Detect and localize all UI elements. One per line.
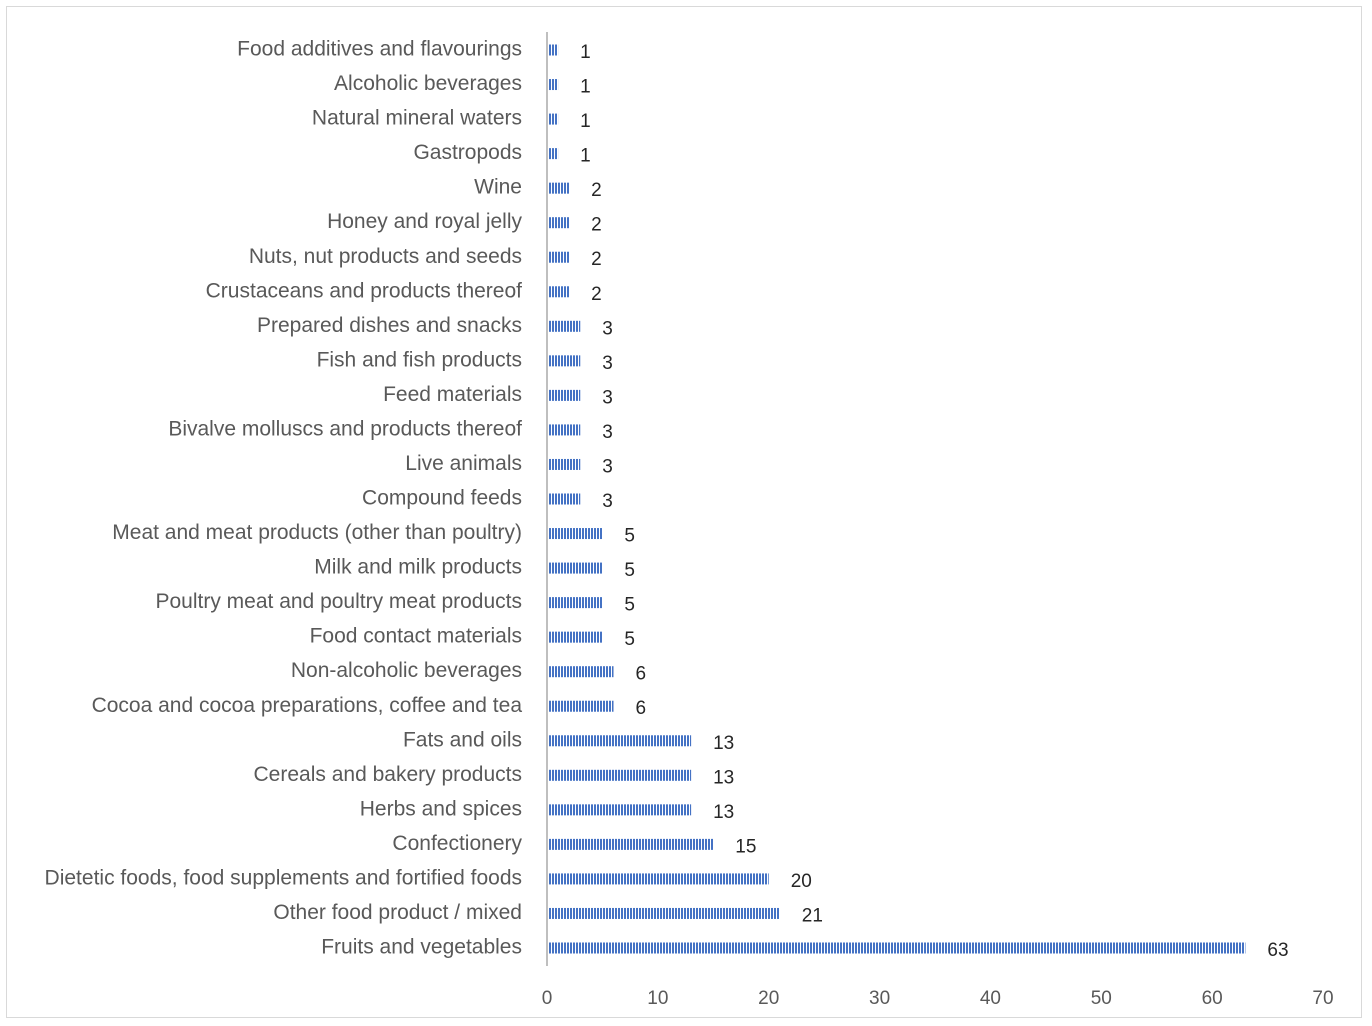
data-label: 15 bbox=[735, 836, 756, 857]
category-label: Bivalve molluscs and products thereof bbox=[168, 417, 522, 440]
data-label: 2 bbox=[591, 180, 602, 201]
category-label: Compound feeds bbox=[362, 487, 522, 510]
data-label: 3 bbox=[602, 387, 613, 408]
category-label: Alcoholic beverages bbox=[334, 72, 522, 95]
category-label: Nuts, nut products and seeds bbox=[249, 245, 522, 268]
category-label: Cereals and bakery products bbox=[254, 763, 522, 786]
data-label: 21 bbox=[802, 905, 823, 926]
bar bbox=[548, 286, 570, 298]
bar bbox=[548, 700, 614, 712]
data-label: 3 bbox=[602, 456, 613, 477]
bar bbox=[548, 182, 570, 194]
data-label: 3 bbox=[602, 353, 613, 374]
category-label: Crustaceans and products thereof bbox=[206, 279, 523, 302]
category-label: Dietetic foods, food supplements and for… bbox=[45, 866, 522, 889]
category-label: Other food product / mixed bbox=[273, 901, 522, 924]
data-label: 13 bbox=[713, 733, 734, 754]
data-label: 2 bbox=[591, 249, 602, 270]
category-label: Poultry meat and poultry meat products bbox=[155, 590, 522, 613]
data-label: 6 bbox=[636, 698, 647, 719]
category-label: Honey and royal jelly bbox=[327, 210, 522, 233]
data-label: 13 bbox=[713, 802, 734, 823]
category-label: Herbs and spices bbox=[360, 797, 522, 820]
category-label: Live animals bbox=[405, 452, 522, 475]
bar bbox=[548, 838, 714, 850]
data-label: 6 bbox=[636, 664, 647, 685]
x-tick-label: 20 bbox=[758, 988, 779, 1009]
bar bbox=[548, 666, 614, 678]
bar bbox=[548, 493, 581, 505]
category-label: Fruits and vegetables bbox=[321, 936, 522, 959]
category-label: Prepared dishes and snacks bbox=[257, 314, 522, 337]
data-label: 5 bbox=[624, 560, 635, 581]
x-tick-label: 50 bbox=[1091, 988, 1112, 1009]
category-label: Meat and meat products (other than poult… bbox=[112, 521, 522, 544]
bar bbox=[548, 355, 581, 367]
x-tick-label: 60 bbox=[1202, 988, 1223, 1009]
category-label: Fish and fish products bbox=[317, 348, 522, 371]
category-label: Milk and milk products bbox=[314, 556, 522, 579]
category-label: Cocoa and cocoa preparations, coffee and… bbox=[92, 694, 523, 717]
bar bbox=[548, 424, 581, 436]
category-label: Wine bbox=[474, 176, 522, 199]
category-label: Food contact materials bbox=[310, 625, 522, 648]
category-label: Natural mineral waters bbox=[312, 107, 522, 130]
bar bbox=[548, 907, 780, 919]
data-label: 63 bbox=[1267, 940, 1288, 961]
bar bbox=[548, 528, 603, 540]
bar bbox=[548, 217, 570, 229]
bar bbox=[548, 597, 603, 609]
bar bbox=[548, 562, 603, 574]
data-label: 1 bbox=[580, 111, 591, 132]
x-tick-label: 10 bbox=[647, 988, 668, 1009]
x-tick-label: 0 bbox=[542, 988, 553, 1009]
category-label: Non-alcoholic beverages bbox=[291, 659, 522, 682]
data-label: 20 bbox=[791, 871, 812, 892]
bar bbox=[548, 769, 692, 781]
bar bbox=[548, 113, 559, 125]
data-label: 5 bbox=[624, 526, 635, 547]
category-label: Food additives and flavourings bbox=[237, 38, 522, 61]
bar bbox=[548, 735, 692, 747]
bar bbox=[548, 389, 581, 401]
data-label: 5 bbox=[624, 595, 635, 616]
category-label: Gastropods bbox=[413, 141, 522, 164]
data-label: 1 bbox=[580, 77, 591, 98]
bar bbox=[548, 79, 559, 91]
bar bbox=[548, 804, 692, 816]
bar bbox=[548, 148, 559, 160]
bar bbox=[548, 942, 1246, 954]
bar bbox=[548, 458, 581, 470]
category-label: Confectionery bbox=[392, 832, 522, 855]
x-tick-label: 70 bbox=[1312, 988, 1333, 1009]
bar bbox=[548, 251, 570, 263]
x-tick-label: 30 bbox=[869, 988, 890, 1009]
bar bbox=[548, 631, 603, 643]
data-label: 3 bbox=[602, 318, 613, 339]
data-label: 3 bbox=[602, 491, 613, 512]
data-label: 13 bbox=[713, 767, 734, 788]
data-label: 1 bbox=[580, 146, 591, 167]
x-tick-label: 40 bbox=[980, 988, 1001, 1009]
category-label: Feed materials bbox=[383, 383, 522, 406]
data-label: 5 bbox=[624, 629, 635, 650]
data-label: 1 bbox=[580, 42, 591, 63]
data-label: 2 bbox=[591, 215, 602, 236]
data-label: 2 bbox=[591, 284, 602, 305]
bar bbox=[548, 44, 559, 56]
category-label: Fats and oils bbox=[403, 728, 522, 751]
data-label: 3 bbox=[602, 422, 613, 443]
bar bbox=[548, 873, 769, 885]
bar bbox=[548, 320, 581, 332]
